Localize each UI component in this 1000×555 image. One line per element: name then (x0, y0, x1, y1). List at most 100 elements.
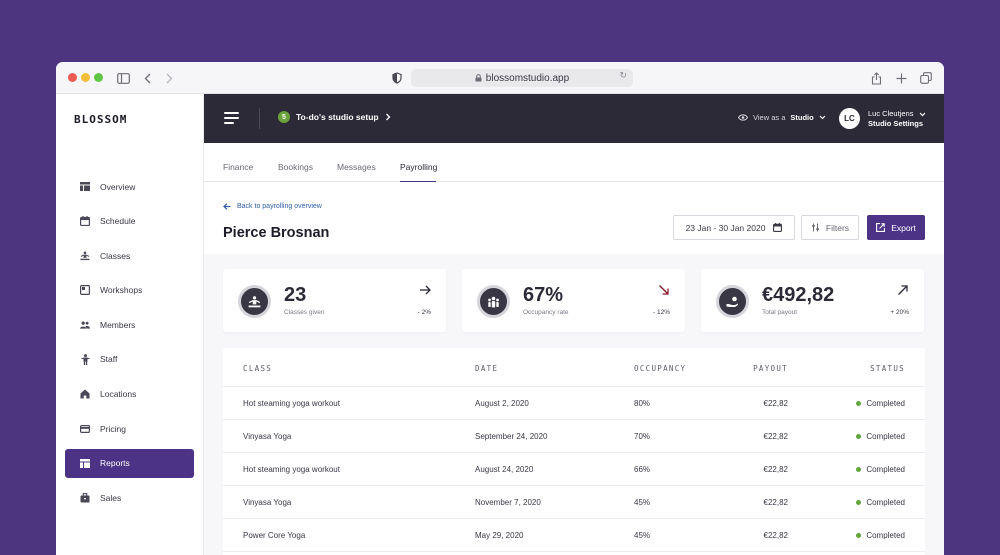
view-as-dropdown[interactable]: View as a Studio (738, 113, 826, 122)
tab-bar: Finance Bookings Messages Payrolling (204, 143, 944, 183)
reload-icon[interactable]: ↻ (619, 71, 627, 81)
todo-label: To-do's studio setup (296, 112, 379, 122)
sidebar-item-schedule[interactable]: Schedule (65, 207, 194, 236)
share-icon[interactable] (868, 70, 884, 86)
sidebar-item-label: Locations (100, 389, 137, 400)
status-dot (856, 500, 862, 505)
sidebar-item-members[interactable]: Members (65, 310, 194, 339)
column-header-class[interactable]: CLASS (243, 364, 273, 373)
tab-bookings[interactable]: Bookings (278, 162, 313, 172)
sidebar-item-reports[interactable]: Reports (65, 448, 194, 478)
cell-occupancy: 45% (634, 498, 651, 507)
maximize-window-button[interactable] (94, 73, 103, 82)
calendar-icon (80, 216, 90, 227)
close-window-button[interactable] (68, 73, 77, 82)
top-bar: 5 To-do's studio setup View as a Studio … (204, 94, 944, 143)
avatar[interactable]: LC (839, 108, 860, 129)
arrow-up-right-icon (898, 285, 908, 295)
new-tab-icon[interactable] (893, 70, 909, 86)
column-header-payout[interactable]: PAYOUT (753, 364, 788, 373)
browser-toolbar: blossomstudio.app ↻ (56, 62, 944, 94)
stat-card-classes: 23 Classes given - 2% (223, 269, 446, 332)
status-label: Completed (866, 498, 905, 507)
stat-change: - 12% (653, 309, 670, 316)
sidebar-item-label: Schedule (100, 216, 136, 227)
sidebar-item-label: Sales (100, 492, 122, 503)
tabs-overview-icon[interactable] (918, 70, 934, 86)
user-role: Studio Settings (868, 119, 923, 128)
cell-occupancy: 45% (634, 531, 651, 540)
stat-change: - 2% (417, 309, 431, 316)
view-as-value: Studio (790, 113, 814, 122)
sidebar-item-label: Overview (100, 181, 136, 192)
back-arrow-icon[interactable] (140, 70, 156, 86)
table-row[interactable]: Vinyasa Yoga September 24, 2020 70% €22,… (223, 420, 925, 453)
todo-setup-button[interactable]: 5 To-do's studio setup (278, 111, 391, 123)
table-row[interactable]: Hot steaming yoga workout August 2, 2020… (223, 387, 925, 420)
filters-button[interactable]: Filters (801, 215, 859, 240)
table-header: CLASS DATE OCCUPANCY PAYOUT STATUS (223, 348, 925, 387)
sidebar-toggle-icon[interactable] (115, 70, 131, 86)
back-link[interactable]: Back to payrolling overview (223, 203, 322, 210)
tab-payrolling[interactable]: Payrolling (400, 162, 438, 172)
forward-arrow-icon[interactable] (161, 70, 177, 86)
brand-logo[interactable]: BLOSSOM (74, 113, 128, 126)
sidebar-item-locations[interactable]: Locations (65, 380, 194, 409)
cell-class: Vinyasa Yoga (243, 498, 292, 507)
column-header-occupancy[interactable]: OCCUPANCY (634, 364, 687, 373)
cell-date: August 24, 2020 (475, 465, 534, 474)
menu-icon[interactable] (224, 112, 239, 124)
date-range-picker[interactable]: 23 Jan - 30 Jan 2020 (673, 215, 795, 240)
sidebar-item-sales[interactable]: Sales (65, 483, 194, 512)
cell-payout: €22,82 (763, 399, 788, 408)
table-row[interactable]: Vinyasa Yoga November 7, 2020 45% €22,82… (223, 486, 925, 519)
group-icon (477, 285, 510, 318)
stat-card-occupancy: 67% Occupancy rate - 12% (462, 269, 685, 332)
status-dot (856, 434, 862, 439)
export-button[interactable]: Export (867, 215, 925, 240)
table-row[interactable]: Power Core Yoga May 29, 2020 45% €22,82 … (223, 519, 925, 552)
address-bar[interactable]: blossomstudio.app ↻ (411, 69, 633, 87)
column-header-status[interactable]: STATUS (870, 364, 905, 373)
stat-label: Classes given (284, 309, 325, 316)
status-dot (856, 401, 862, 406)
sidebar-item-staff[interactable]: Staff (65, 345, 194, 374)
arrow-left-icon (223, 203, 231, 210)
page-title: Pierce Brosnan (223, 225, 330, 241)
view-as-prefix: View as a (753, 113, 786, 122)
overview-icon (80, 182, 90, 192)
lock-icon (475, 74, 482, 82)
column-header-date[interactable]: DATE (475, 364, 499, 373)
home-icon (80, 389, 90, 399)
cell-class: Hot steaming yoga workout (243, 399, 340, 408)
cell-date: August 2, 2020 (475, 399, 529, 408)
payroll-table: CLASS DATE OCCUPANCY PAYOUT STATUS Hot s… (223, 348, 925, 555)
date-range-value: 23 Jan - 30 Jan 2020 (685, 222, 766, 233)
sidebar-item-label: Workshops (100, 285, 143, 296)
sidebar-item-classes[interactable]: Classes (65, 241, 194, 270)
status-badge: Completed (856, 498, 905, 507)
cell-occupancy: 66% (634, 465, 651, 474)
todo-count-badge: 5 (278, 111, 290, 123)
export-icon (876, 223, 886, 232)
sliders-icon (812, 223, 819, 232)
card-icon (80, 424, 90, 434)
tab-messages[interactable]: Messages (337, 162, 376, 172)
cell-payout: €22,82 (763, 432, 788, 441)
stat-card-payout: €492,82 Total payout + 20% (701, 269, 924, 332)
sidebar-item-overview[interactable]: Overview (65, 172, 194, 201)
cell-payout: €22,82 (763, 465, 788, 474)
back-link-label: Back to payrolling overview (237, 203, 322, 210)
members-icon (80, 320, 90, 330)
user-menu[interactable]: Luc Cleutjens Studio Settings (868, 109, 926, 129)
sidebar-item-workshops[interactable]: Workshops (65, 276, 194, 305)
cell-class: Hot steaming yoga workout (243, 465, 340, 474)
tab-finance[interactable]: Finance (223, 162, 254, 172)
sidebar-item-pricing[interactable]: Pricing (65, 414, 194, 443)
table-row[interactable]: Hot steaming yoga workout August 24, 202… (223, 453, 925, 486)
sidebar-nav: Overview Schedule Classes Workshops Memb… (65, 172, 194, 518)
meditation-icon (80, 251, 90, 261)
shield-icon[interactable] (389, 70, 405, 86)
sidebar-item-label: Pricing (100, 423, 126, 434)
minimize-window-button[interactable] (81, 73, 90, 82)
